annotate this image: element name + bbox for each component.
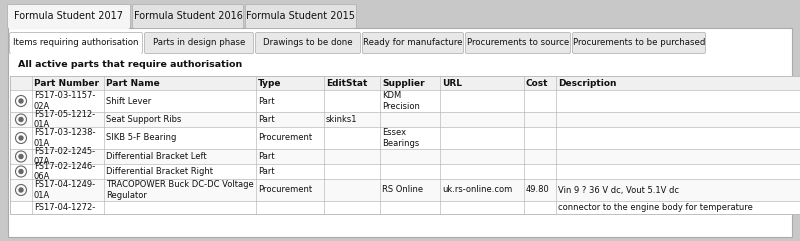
- Text: Shift Lever: Shift Lever: [106, 96, 151, 106]
- Text: FS17-04-1272-: FS17-04-1272-: [34, 203, 95, 212]
- FancyBboxPatch shape: [246, 5, 357, 28]
- Text: URL: URL: [442, 79, 462, 87]
- Text: FS17-03-1157-
02A: FS17-03-1157- 02A: [34, 91, 95, 111]
- Circle shape: [19, 136, 23, 140]
- Text: Procurements to be purchased: Procurements to be purchased: [573, 38, 705, 47]
- Text: Procurements to source: Procurements to source: [467, 38, 569, 47]
- FancyBboxPatch shape: [145, 33, 254, 54]
- Text: Cost: Cost: [526, 79, 549, 87]
- Text: Vin 9 ? 36 V dc, Vout 5.1V dc: Vin 9 ? 36 V dc, Vout 5.1V dc: [558, 186, 679, 194]
- Text: Part: Part: [258, 167, 274, 176]
- Bar: [11, 50, 141, 54]
- Text: FS17-03-1238-
01A: FS17-03-1238- 01A: [34, 128, 95, 148]
- Text: FS17-04-1249-
01A: FS17-04-1249- 01A: [34, 180, 95, 200]
- Text: Type: Type: [258, 79, 282, 87]
- Text: Formula Student 2017: Formula Student 2017: [14, 11, 123, 21]
- Text: skinks1: skinks1: [326, 115, 358, 124]
- Bar: [10, 112, 800, 127]
- Text: FS17-02-1245-
07A: FS17-02-1245- 07A: [34, 147, 95, 166]
- Circle shape: [19, 99, 23, 103]
- Bar: [10, 76, 800, 214]
- Text: uk.rs-online.com: uk.rs-online.com: [442, 186, 512, 194]
- Text: Formula Student 2016: Formula Student 2016: [134, 11, 242, 21]
- Text: TRACOPOWER Buck DC-DC Voltage
Regulator: TRACOPOWER Buck DC-DC Voltage Regulator: [106, 180, 254, 200]
- Bar: [8, 28, 792, 237]
- Text: Seat Support Ribs: Seat Support Ribs: [106, 115, 182, 124]
- Bar: [10, 179, 800, 201]
- Text: RS Online: RS Online: [382, 186, 423, 194]
- Text: Differential Bracket Left: Differential Bracket Left: [106, 152, 206, 161]
- Text: Ready for manufacture: Ready for manufacture: [363, 38, 462, 47]
- Text: Part Name: Part Name: [106, 79, 160, 87]
- Circle shape: [19, 154, 23, 159]
- FancyBboxPatch shape: [255, 33, 361, 54]
- Text: Formula Student 2015: Formula Student 2015: [246, 11, 355, 21]
- FancyBboxPatch shape: [466, 33, 570, 54]
- Bar: [9, 25, 129, 29]
- Text: Differential Bracket Right: Differential Bracket Right: [106, 167, 213, 176]
- FancyBboxPatch shape: [7, 5, 130, 28]
- Circle shape: [19, 188, 23, 192]
- Text: Description: Description: [558, 79, 617, 87]
- Text: Part: Part: [258, 115, 274, 124]
- Text: SIKB 5-F Bearing: SIKB 5-F Bearing: [106, 134, 176, 142]
- Bar: [10, 201, 800, 214]
- Text: EditStat: EditStat: [326, 79, 367, 87]
- FancyBboxPatch shape: [133, 5, 243, 28]
- Text: Essex
Bearings: Essex Bearings: [382, 128, 419, 148]
- Bar: [10, 127, 800, 149]
- Text: FS17-02-1246-
06A: FS17-02-1246- 06A: [34, 162, 95, 181]
- Text: Parts in design phase: Parts in design phase: [153, 38, 245, 47]
- Text: Part: Part: [258, 152, 274, 161]
- Text: FS17-05-1212-
01A: FS17-05-1212- 01A: [34, 110, 95, 129]
- FancyBboxPatch shape: [573, 33, 706, 54]
- Text: Drawings to be done: Drawings to be done: [263, 38, 353, 47]
- Circle shape: [19, 169, 23, 174]
- Circle shape: [19, 118, 23, 121]
- Text: Supplier: Supplier: [382, 79, 425, 87]
- Bar: [10, 164, 800, 179]
- Text: Procurement: Procurement: [258, 186, 312, 194]
- Bar: [10, 76, 800, 90]
- Bar: [10, 149, 800, 164]
- Text: Procurement: Procurement: [258, 134, 312, 142]
- Text: KDM
Precision: KDM Precision: [382, 91, 420, 111]
- Text: All active parts that require authorisation: All active parts that require authorisat…: [18, 60, 242, 69]
- Text: Items requiring authorisation: Items requiring authorisation: [14, 38, 138, 47]
- FancyBboxPatch shape: [10, 33, 142, 54]
- Bar: [10, 90, 800, 112]
- Text: connector to the engine body for temperature: connector to the engine body for tempera…: [558, 203, 753, 212]
- Text: Part Number: Part Number: [34, 79, 99, 87]
- Text: 49.80: 49.80: [526, 186, 550, 194]
- Text: Part: Part: [258, 96, 274, 106]
- FancyBboxPatch shape: [362, 33, 463, 54]
